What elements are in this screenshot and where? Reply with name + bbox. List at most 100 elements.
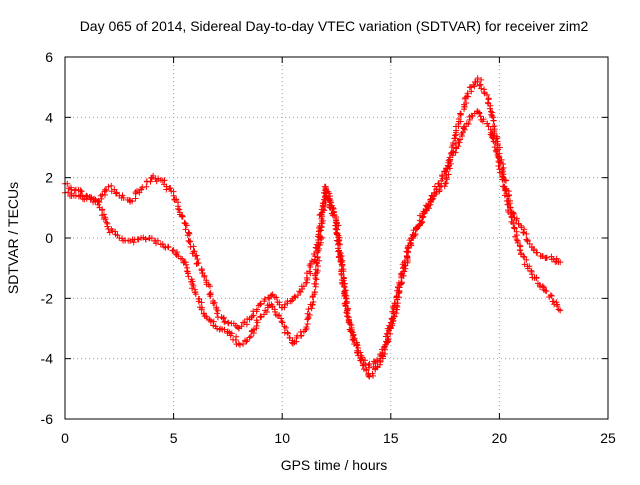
data-point-interp (461, 103, 468, 110)
data-point-interp (455, 116, 462, 123)
data-point-interp (99, 207, 106, 214)
data-point-interp (524, 265, 531, 272)
data-point-interp (471, 83, 478, 90)
data-point-interp (425, 205, 432, 212)
data-point-interp (318, 234, 325, 241)
data-point-interp (419, 214, 426, 221)
data-point-interp (364, 371, 371, 378)
data-point-interp (523, 256, 530, 263)
data-point-interp (104, 223, 111, 230)
data-point-interp (129, 198, 136, 205)
y-tick-label: 6 (45, 49, 53, 65)
data-point-interp (359, 354, 366, 361)
data-point-interp (450, 139, 457, 146)
data-point-interp (336, 237, 343, 244)
data-point-interp (516, 246, 523, 253)
data-point-interp (499, 169, 506, 176)
data-point-interp (278, 318, 285, 325)
data-point-interp (65, 189, 72, 196)
data-point-interp (78, 188, 85, 195)
data-point-interp (254, 319, 261, 326)
data-point-interp (542, 287, 549, 294)
data-point-interp (407, 239, 414, 246)
data-point-interp (507, 204, 514, 211)
x-tick-label: 0 (61, 430, 69, 446)
x-tick-label: 15 (383, 430, 399, 446)
data-point-interp (284, 300, 291, 307)
data-point-interp (291, 293, 298, 300)
data-point-interp (319, 200, 326, 207)
data-point-interp (307, 260, 314, 267)
data-point-interp (480, 116, 487, 123)
data-point-interp (279, 319, 286, 326)
data-point-interp (510, 220, 517, 227)
data-point-interp (342, 302, 349, 309)
data-point-interp (125, 237, 132, 244)
data-point-interp (106, 229, 113, 236)
data-point-interp (540, 286, 547, 293)
data-point-interp (451, 132, 458, 139)
data-point-interp (547, 292, 554, 299)
data-point-interp (174, 249, 181, 256)
data-point-interp (253, 308, 260, 315)
data-point-interp (185, 273, 192, 280)
data-point-interp (523, 236, 530, 243)
data-point-interp (201, 273, 208, 280)
data-point-interp (217, 325, 224, 332)
data-point-interp (506, 200, 513, 207)
data-point-interp (382, 341, 389, 348)
data-point-interp (143, 183, 150, 190)
data-point-interp (485, 100, 492, 107)
x-axis-label: GPS time / hours (281, 457, 388, 473)
data-point-interp (193, 252, 200, 259)
y-tick-label: 2 (45, 170, 53, 186)
data-point (344, 313, 351, 320)
data-point-interp (236, 341, 243, 348)
data-point-interp (108, 182, 115, 189)
data-point-interp (342, 289, 349, 296)
data-point-interp (253, 323, 260, 330)
data-point-interp (316, 257, 323, 264)
data-point-interp (199, 304, 206, 311)
data-point-interp (383, 338, 390, 345)
data-point-interp (370, 363, 377, 370)
data-point-interp (511, 225, 518, 232)
data-point-interp (477, 113, 484, 120)
data-point-interp (276, 301, 283, 308)
data-point-interp (195, 298, 202, 305)
data-point-interp (249, 313, 256, 320)
data-point-interp (315, 239, 322, 246)
data-point-interp (221, 326, 228, 333)
data-point-interp (305, 306, 312, 313)
data-point-interp (515, 221, 522, 228)
data-point-interp (134, 236, 141, 243)
data-point-interp (346, 319, 353, 326)
data-point-interp (183, 261, 190, 268)
data-point-interp (335, 238, 342, 245)
data-point-interp (445, 171, 452, 178)
data-point-interp (271, 306, 278, 313)
data-point (290, 340, 297, 347)
data-point (539, 283, 546, 290)
data-point-interp (369, 370, 376, 377)
data-point-interp (353, 341, 360, 348)
data-point-interp (238, 323, 245, 330)
data-point-interp (167, 185, 174, 192)
data-point-interp (390, 305, 397, 312)
data-point-interp (484, 120, 491, 127)
data-point-interp (520, 229, 527, 236)
data-point-interp (429, 196, 436, 203)
data-point-interp (526, 240, 533, 247)
data-point-interp (313, 276, 320, 283)
data-point-interp (114, 232, 121, 239)
data-point-interp (323, 194, 330, 201)
data-point-interp (343, 309, 350, 316)
data-point-interp (412, 230, 419, 237)
data-point-interp (386, 322, 393, 329)
chart-title: Day 065 of 2014, Sidereal Day-to-day VTE… (80, 18, 589, 34)
data-point-interp (79, 195, 86, 202)
data-point-interp (478, 85, 485, 92)
data-point-interp (459, 133, 466, 140)
data-point-interp (309, 293, 316, 300)
data-point-interp (183, 222, 190, 229)
